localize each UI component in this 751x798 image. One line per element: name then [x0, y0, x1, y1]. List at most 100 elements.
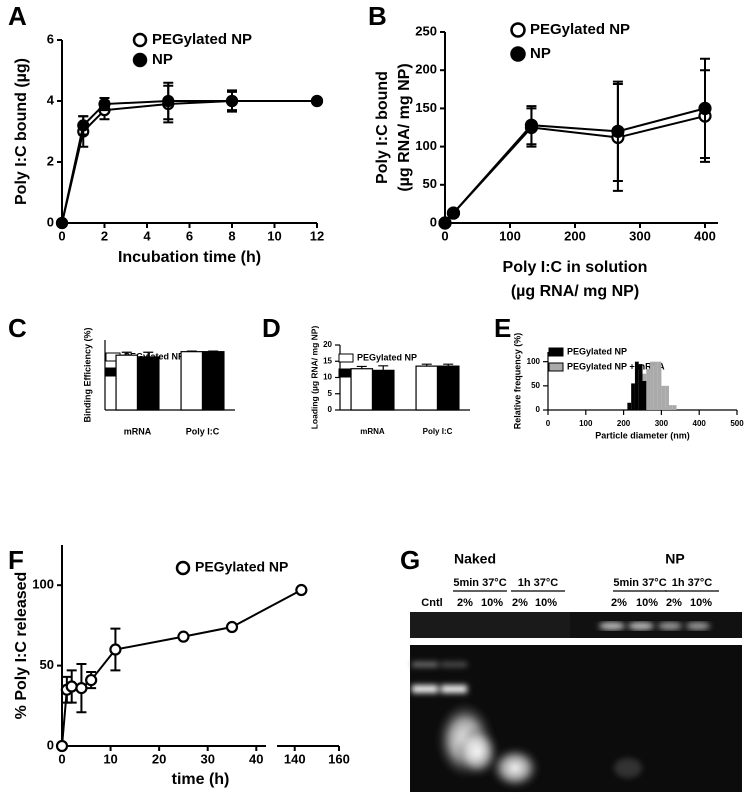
- x-tick-label: 0: [58, 751, 65, 766]
- x-tick-label: 100: [579, 419, 593, 428]
- x-tick-label: Poly I:C: [423, 427, 453, 436]
- y-tick-label: 4: [47, 92, 55, 107]
- x-tick-label: 8: [228, 228, 235, 243]
- x-tick-label: Poly I:C: [186, 426, 220, 436]
- x-tick-label: 400: [693, 419, 707, 428]
- x-axis-label: (µg RNA/ mg NP): [511, 283, 639, 300]
- data-point: [225, 620, 239, 634]
- histogram-bar: [665, 385, 669, 410]
- chart-line: 0 2 4 6 0 2 4 6 8 10 12 Poly I:C bound (µg) Incubati…: [13, 31, 324, 266]
- bar: [371, 369, 395, 411]
- y-axis-label: Relative frequency (%): [512, 333, 522, 430]
- gel-lane-label: 2%: [666, 597, 682, 609]
- histogram-bar: [638, 364, 643, 410]
- y-tick-label: 5: [328, 389, 333, 398]
- y-tick-label: 50: [531, 381, 540, 390]
- legend-label: NP: [152, 51, 173, 68]
- y-tick-label: 0: [47, 737, 54, 752]
- x-tick-label: mRNA: [360, 427, 385, 436]
- gel-lane-label: 2%: [611, 597, 627, 609]
- y-axis-label: % Poly I:C released: [13, 572, 30, 720]
- legend-swatch: [548, 362, 564, 372]
- x-axis-label: Incubation time (h): [118, 249, 261, 266]
- panel-letter: A: [8, 1, 27, 31]
- error-bar: [143, 351, 154, 357]
- x-tick-label: 0: [546, 419, 551, 428]
- data-point: [55, 216, 69, 230]
- y-tick-label: 100: [32, 577, 54, 592]
- y-tick-label: 0: [430, 214, 437, 229]
- x-tick-label: 100: [499, 228, 521, 243]
- x-tick-label: 0: [58, 228, 65, 243]
- histogram-bar: [642, 381, 647, 410]
- y-tick-label: 250: [415, 23, 437, 38]
- x-tick-label: 200: [617, 419, 631, 428]
- data-point: [65, 680, 78, 693]
- data-point: [446, 206, 461, 220]
- gel-lane-label: 10%: [481, 597, 503, 609]
- gel-condition-label: 5min 37°C: [613, 577, 666, 589]
- x-tick-label: mRNA: [124, 426, 152, 436]
- y-tick-label: 200: [415, 62, 437, 77]
- legend-marker: [132, 52, 148, 68]
- histogram-bar: [653, 361, 658, 410]
- x-tick-label: 200: [564, 228, 586, 243]
- legend-marker: [510, 46, 526, 62]
- panel-letter: G: [400, 545, 420, 575]
- gel-lane-label: Cntl: [421, 597, 442, 609]
- series-line: [61, 100, 317, 224]
- histogram-bar: [672, 405, 677, 410]
- gel-lane-label: 10%: [535, 597, 557, 609]
- x-axis-label: time (h): [172, 771, 230, 788]
- y-tick-label: 20: [323, 340, 332, 349]
- legend-swatch: [338, 353, 354, 363]
- data-point: [295, 583, 308, 597]
- bar: [136, 356, 160, 411]
- panel-letter: D: [262, 313, 281, 343]
- y-axis-label: Poly I:C bound: [374, 71, 391, 184]
- data-point: [98, 97, 111, 111]
- x-tick-label: 10: [103, 751, 117, 766]
- x-axis-label: Poly I:C in solution: [503, 259, 648, 276]
- histogram-bar: [657, 361, 662, 410]
- gel-lane-label: 2%: [457, 597, 473, 609]
- y-tick-label: 15: [323, 356, 332, 365]
- bar: [201, 351, 225, 411]
- y-tick-label: 100: [527, 357, 541, 366]
- x-tick-label: 400: [694, 228, 716, 243]
- legend-label: NP: [530, 45, 551, 62]
- error-bar: [378, 365, 389, 371]
- bar: [415, 365, 439, 411]
- data-point: [611, 124, 625, 138]
- x-tick-label: 500: [730, 419, 744, 428]
- gel-lane-label: 10%: [690, 597, 712, 609]
- x-tick-label: 140: [284, 751, 306, 766]
- x-tick-label: 160: [328, 751, 350, 766]
- y-axis-label: Binding Efficiency (%): [82, 327, 92, 422]
- data-point: [225, 94, 239, 108]
- x-tick-label: 300: [655, 419, 669, 428]
- gel-image: [410, 612, 742, 792]
- histogram-bar: [650, 361, 654, 410]
- histogram-bar: [627, 402, 632, 410]
- y-tick-label: 100: [415, 138, 437, 153]
- data-point: [162, 94, 175, 108]
- panel-letter: F: [8, 545, 24, 575]
- gel-condition-label: 5min 37°C: [453, 577, 506, 589]
- x-axis-label: Particle diameter (nm): [595, 430, 690, 440]
- x-tick-label: 2: [101, 228, 108, 243]
- chart-line: 0 50 100 150 200 250 0 100 200 300 400 Poly I:C bou…: [374, 21, 718, 300]
- y-tick-label: 0: [328, 405, 333, 414]
- series-line: [444, 115, 706, 224]
- x-tick-label: 20: [152, 751, 166, 766]
- y-tick-label: 2: [47, 153, 54, 168]
- y-axis-label: Poly I:C bound (µg): [13, 58, 30, 205]
- data-point: [109, 643, 122, 656]
- series-line: [61, 589, 302, 747]
- chart-bar: Binding Efficiency (%)PEGylated NPNPmRNA…: [82, 327, 235, 436]
- data-point: [75, 682, 88, 695]
- panel-letter: B: [368, 1, 387, 31]
- data-point: [55, 739, 69, 753]
- y-tick-label: 6: [47, 31, 54, 46]
